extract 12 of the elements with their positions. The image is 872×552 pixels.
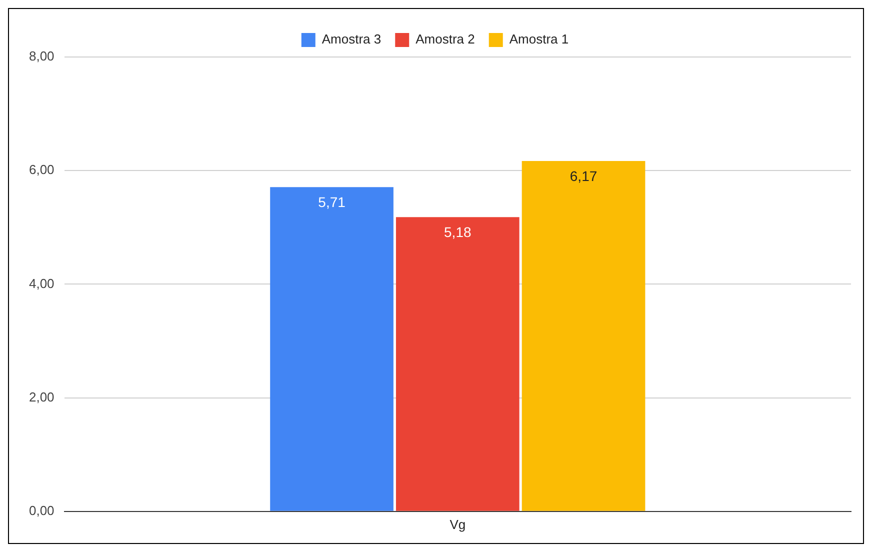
- y-tick-label: 4,00: [28, 276, 54, 291]
- x-tick-label: Vg: [450, 516, 466, 532]
- data-label: 5,71: [318, 194, 346, 210]
- data-label: 6,17: [570, 168, 598, 184]
- y-tick-label: 8,00: [28, 48, 54, 64]
- y-tick-label: 6,00: [28, 162, 54, 178]
- legend-label: Amostra 1: [509, 32, 569, 47]
- y-tick-label: 2,00: [28, 389, 54, 404]
- y-tick-label: 0,00: [28, 502, 54, 518]
- legend-label: Amostra 3: [322, 32, 382, 47]
- legend-label: Amostra 2: [416, 32, 475, 47]
- data-label: 5,18: [444, 224, 472, 240]
